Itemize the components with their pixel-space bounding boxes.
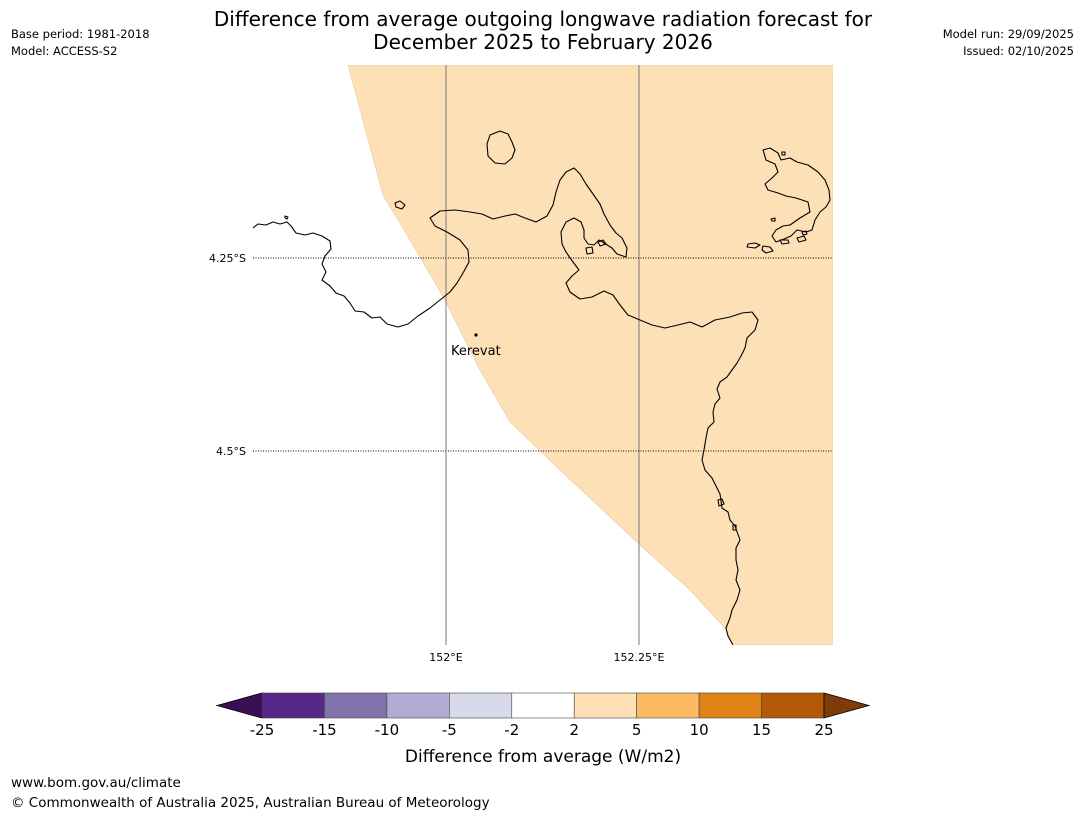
- colorbar-tick-label: 10: [690, 721, 709, 739]
- colorbar-tick-label: -25: [250, 721, 275, 739]
- colorbar-under-arrow: [215, 692, 263, 719]
- footer-copyright: © Commonwealth of Australia 2025, Austra…: [11, 795, 490, 811]
- colorbar-tick-label: 2: [569, 721, 579, 739]
- model-text: Model: ACCESS-S2: [11, 44, 118, 58]
- model-run-text: Model run: 29/09/2025: [942, 27, 1074, 41]
- colorbar-segment: [636, 692, 700, 719]
- footer-url: www.bom.gov.au/climate: [11, 775, 181, 791]
- meta-right: Model run: 29/09/2025 Issued: 02/10/2025: [943, 26, 1074, 60]
- lon-label-152: 152°E: [429, 651, 462, 664]
- colorbar-segment: [324, 692, 388, 719]
- colorbar: -25 -15 -10 -5 -2 2 5 10 15 25: [215, 692, 871, 739]
- place-label-kerevat: Kerevat: [451, 344, 501, 359]
- colorbar-over-arrow: [823, 692, 871, 719]
- lat-label-4-25: 4.25°S: [209, 252, 246, 265]
- meta-left: Base period: 1981-2018 Model: ACCESS-S2: [11, 26, 150, 60]
- colorbar-tick-label: -15: [312, 721, 337, 739]
- colorbar-segment: [386, 692, 450, 719]
- colorbar-tick-label: -10: [375, 721, 400, 739]
- colorbar-segment: [449, 692, 513, 719]
- colorbar-tick-label: 15: [752, 721, 771, 739]
- colorbar-segments: [261, 692, 825, 719]
- colorbar-tick-label: -2: [504, 721, 519, 739]
- colorbar-ticks: -25 -15 -10 -5 -2 2 5 10 15 25: [250, 721, 834, 739]
- kerevat-marker: [474, 333, 478, 337]
- coastline: [253, 130, 831, 645]
- lat-label-4-5: 4.5°S: [216, 445, 246, 458]
- title-line-2: December 2025 to February 2026: [373, 30, 713, 54]
- base-period-text: Base period: 1981-2018: [11, 27, 150, 41]
- issued-text: Issued: 02/10/2025: [963, 44, 1074, 58]
- colorbar-tick-label: 5: [632, 721, 642, 739]
- colorbar-tick-label: -5: [442, 721, 457, 739]
- colorbar-segment: [511, 692, 575, 719]
- colorbar-segment: [261, 692, 325, 719]
- colorbar-segment: [573, 692, 637, 719]
- anomaly-shading-region: [347, 65, 833, 645]
- colorbar-label: Difference from average (W/m2): [405, 747, 681, 767]
- lon-label-152-25: 152.25°E: [614, 651, 665, 664]
- colorbar-segment: [698, 692, 762, 719]
- map-title: Difference from average outgoing longwav…: [143, 8, 943, 54]
- title-line-1: Difference from average outgoing longwav…: [213, 7, 873, 31]
- colorbar-segment: [761, 692, 825, 719]
- colorbar-tick-label: 25: [814, 721, 833, 739]
